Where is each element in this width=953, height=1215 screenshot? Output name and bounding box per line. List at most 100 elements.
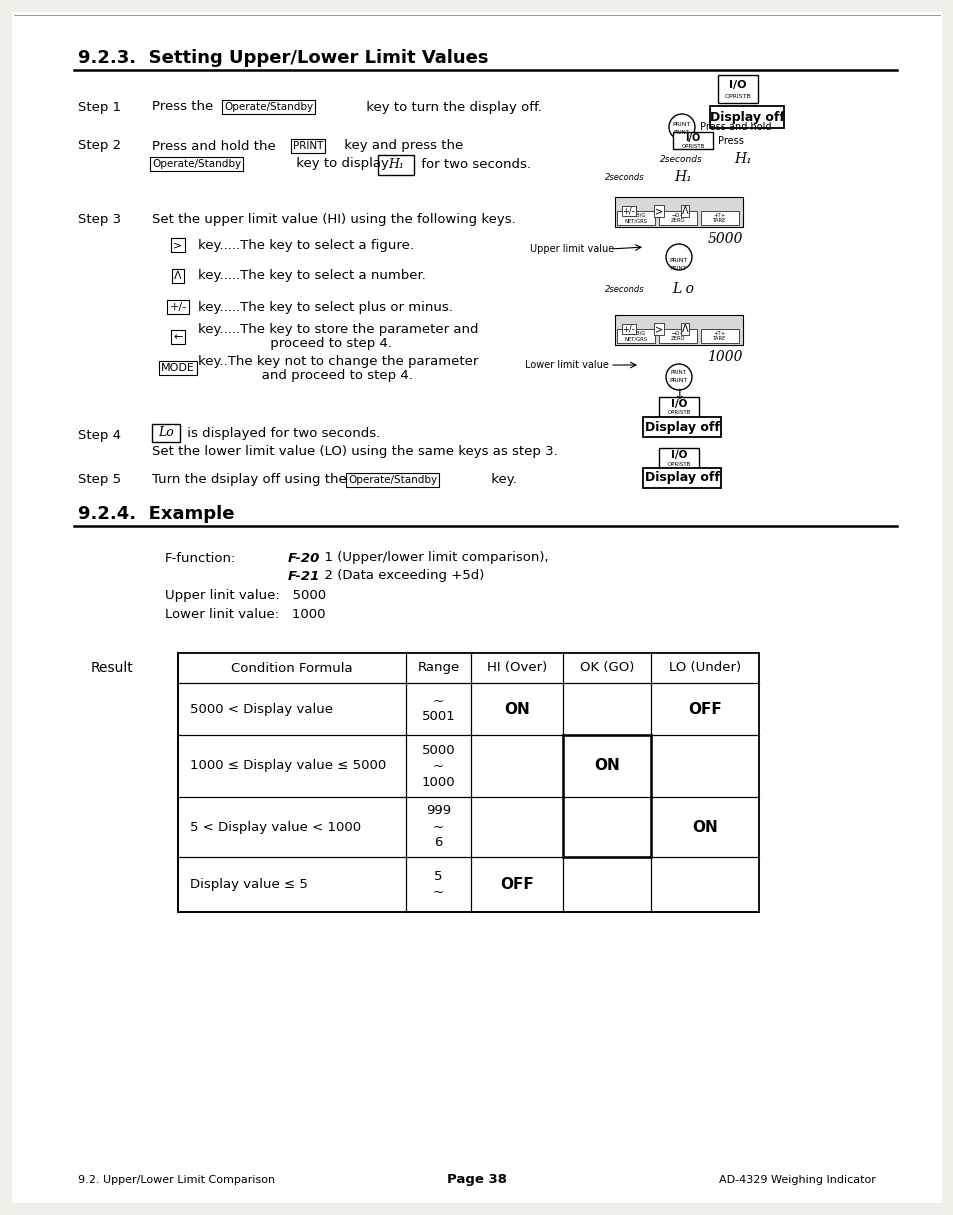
Text: key.....The key to select a number.: key.....The key to select a number. xyxy=(198,270,425,283)
Bar xyxy=(178,735,759,797)
Text: 9.2. Upper/Lower Limit Comparison: 9.2. Upper/Lower Limit Comparison xyxy=(78,1175,274,1185)
Text: key to turn the display off.: key to turn the display off. xyxy=(361,101,541,113)
Text: PRINT: PRINT xyxy=(293,141,323,151)
Bar xyxy=(659,329,697,343)
Text: Set the upper limit value (HI) using the following keys.: Set the upper limit value (HI) using the… xyxy=(152,213,516,226)
Text: 5000
~
1000: 5000 ~ 1000 xyxy=(421,744,455,789)
Text: ~
5001: ~ 5001 xyxy=(421,695,455,723)
Text: Step 5: Step 5 xyxy=(78,474,121,486)
Text: 999
~
6: 999 ~ 6 xyxy=(425,804,451,849)
Text: 2seconds: 2seconds xyxy=(659,154,702,164)
Text: ON: ON xyxy=(594,758,619,774)
Text: Step 4: Step 4 xyxy=(78,429,121,441)
Bar xyxy=(615,197,742,227)
Text: PRINT: PRINT xyxy=(670,266,686,271)
Text: OPRISTB: OPRISTB xyxy=(724,94,751,98)
Bar xyxy=(178,683,759,735)
Text: OFF: OFF xyxy=(499,877,534,892)
Bar xyxy=(617,211,655,225)
Text: 5000 < Display value: 5000 < Display value xyxy=(190,702,333,716)
Text: Display off: Display off xyxy=(644,471,719,485)
Text: LO (Under): LO (Under) xyxy=(668,661,740,674)
Text: 9.2.4.  Example: 9.2.4. Example xyxy=(78,505,234,522)
Text: +/-: +/- xyxy=(622,207,635,215)
Text: Step 2: Step 2 xyxy=(78,140,121,153)
Text: 5000: 5000 xyxy=(707,232,742,245)
Text: H₁: H₁ xyxy=(674,170,691,183)
Text: Press: Press xyxy=(718,136,743,146)
Text: 2seconds: 2seconds xyxy=(604,173,644,181)
Text: Λ: Λ xyxy=(681,324,688,334)
Text: 1000 ≤ Display value ≤ 5000: 1000 ≤ Display value ≤ 5000 xyxy=(190,759,386,773)
Bar xyxy=(615,315,742,345)
Text: H₁: H₁ xyxy=(388,158,403,171)
Text: Step 1: Step 1 xyxy=(78,101,121,113)
Text: Display value ≤ 5: Display value ≤ 5 xyxy=(190,878,308,891)
Text: Set the lower limit value (LO) using the same keys as step 3.: Set the lower limit value (LO) using the… xyxy=(152,445,558,458)
Text: key.....The key to select a figure.: key.....The key to select a figure. xyxy=(198,238,414,252)
Text: >: > xyxy=(173,241,182,250)
Text: PRINT: PRINT xyxy=(670,371,686,375)
Text: +T+
TARE: +T+ TARE xyxy=(713,330,726,341)
Bar xyxy=(178,652,759,912)
Text: Operate/Standby: Operate/Standby xyxy=(224,102,313,112)
Text: Range: Range xyxy=(416,661,459,674)
Text: is displayed for two seconds.: is displayed for two seconds. xyxy=(183,426,380,440)
Text: 9.2.3.  Setting Upper/Lower Limit Values: 9.2.3. Setting Upper/Lower Limit Values xyxy=(78,49,488,67)
Text: 5 < Display value < 1000: 5 < Display value < 1000 xyxy=(190,820,361,833)
Bar xyxy=(178,797,759,857)
Text: I/O: I/O xyxy=(728,80,746,90)
Text: >: > xyxy=(655,324,662,334)
Text: Upper linit value:   5000: Upper linit value: 5000 xyxy=(165,589,326,603)
Bar xyxy=(377,156,414,175)
Text: ON: ON xyxy=(691,819,717,835)
Text: PRINT: PRINT xyxy=(669,258,687,262)
Text: key and press the: key and press the xyxy=(339,140,463,153)
Text: ↓: ↓ xyxy=(673,388,684,402)
Text: +/-: +/- xyxy=(622,324,635,333)
Text: L o: L o xyxy=(671,282,693,296)
Text: I/O: I/O xyxy=(670,399,686,409)
Text: key.....The key to select plus or minus.: key.....The key to select plus or minus. xyxy=(198,300,453,313)
Text: AD-4329 Weighing Indicator: AD-4329 Weighing Indicator xyxy=(719,1175,875,1185)
Text: Upper limit value: Upper limit value xyxy=(530,244,614,254)
Bar xyxy=(659,448,699,468)
Bar xyxy=(617,329,655,343)
Text: 5
~: 5 ~ xyxy=(433,870,443,899)
Text: ←: ← xyxy=(173,332,182,341)
Text: Press the: Press the xyxy=(152,101,217,113)
Text: proceed to step 4.: proceed to step 4. xyxy=(198,338,392,350)
Text: +/-: +/- xyxy=(170,303,187,312)
Text: 2 (Data exceeding +5d): 2 (Data exceeding +5d) xyxy=(315,570,484,582)
Text: Operate/Standby: Operate/Standby xyxy=(348,475,436,485)
Text: Λ: Λ xyxy=(681,207,688,216)
Circle shape xyxy=(668,114,695,140)
Text: Step 3: Step 3 xyxy=(78,213,121,226)
Text: HI (Over): HI (Over) xyxy=(486,661,547,674)
Text: Λ: Λ xyxy=(174,271,182,281)
Text: Turn the dsiplay off using the: Turn the dsiplay off using the xyxy=(152,474,351,486)
Bar xyxy=(700,211,739,225)
Circle shape xyxy=(665,244,691,270)
Text: Lower limit value: Lower limit value xyxy=(524,360,608,371)
Bar xyxy=(700,329,739,343)
Bar xyxy=(672,132,712,149)
Text: 1000: 1000 xyxy=(707,350,742,364)
Text: PRINT: PRINT xyxy=(673,130,689,136)
Text: OPRISTB: OPRISTB xyxy=(667,462,690,467)
Text: and proceed to step 4.: and proceed to step 4. xyxy=(198,368,413,382)
Text: PRINT: PRINT xyxy=(669,378,687,383)
Text: Lower linit value:   1000: Lower linit value: 1000 xyxy=(165,608,325,621)
Text: Net/B/G
NET/GRS: Net/B/G NET/GRS xyxy=(624,213,647,224)
Bar xyxy=(562,735,650,857)
Text: F-function:: F-function: xyxy=(165,552,236,565)
Text: OFF: OFF xyxy=(687,701,721,717)
Text: MODE: MODE xyxy=(161,363,194,373)
Text: for two seconds.: for two seconds. xyxy=(416,158,531,170)
Text: OK (GO): OK (GO) xyxy=(579,661,634,674)
Bar xyxy=(642,417,720,437)
Text: key.....The key to store the parameter and: key.....The key to store the parameter a… xyxy=(198,323,478,337)
Circle shape xyxy=(665,364,691,390)
Text: H₁: H₁ xyxy=(734,152,751,166)
Text: >: > xyxy=(655,207,662,216)
